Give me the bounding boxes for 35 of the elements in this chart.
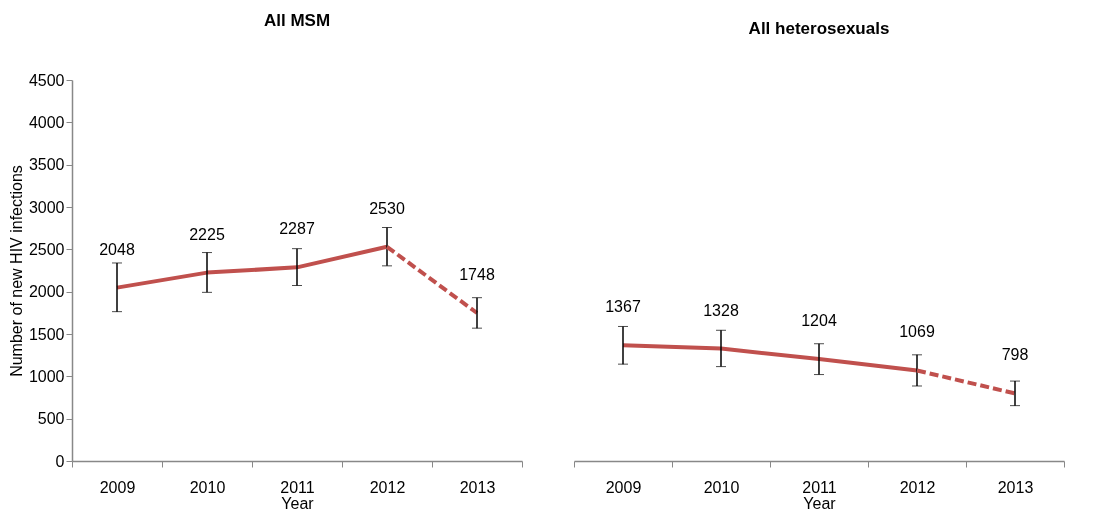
y-tick-label: 4000 — [28, 113, 65, 131]
x-tick-label: 2013 — [459, 478, 496, 496]
y-tick-label: 1000 — [28, 367, 65, 385]
x-tick-label: 2010 — [189, 478, 226, 496]
x-tick-label: 2012 — [899, 478, 936, 496]
y-axis-title: Number of new HIV infections — [7, 165, 25, 377]
y-tick-label: 0 — [55, 452, 65, 470]
x-axis-title: Year — [803, 494, 837, 512]
x-axis-title: Year — [281, 494, 315, 512]
data-label: 798 — [1001, 346, 1029, 364]
x-tick-label: 2013 — [997, 478, 1034, 496]
data-label: 2225 — [189, 225, 225, 243]
x-tick-label: 2009 — [99, 478, 136, 496]
x-tick-label: 2012 — [369, 478, 406, 496]
x-tick-label: 2011 — [802, 478, 837, 496]
y-tick-label: 4500 — [28, 71, 65, 89]
y-tick-label: 3000 — [28, 198, 65, 216]
x-tick-label: 2009 — [605, 478, 642, 496]
data-label: 1748 — [459, 266, 495, 283]
data-label: 1367 — [605, 298, 641, 316]
y-tick-label: 500 — [37, 410, 65, 428]
data-label: 2048 — [99, 240, 135, 258]
x-tick-label: 2010 — [703, 478, 740, 496]
chart-title: All heterosexuals — [748, 19, 890, 38]
data-label: 1204 — [801, 312, 837, 330]
x-tick-label: 2011 — [280, 478, 315, 496]
data-label: 2287 — [279, 220, 315, 238]
data-label: 1328 — [703, 301, 739, 319]
y-tick-label: 1500 — [28, 325, 65, 343]
chart-title: All MSM — [263, 11, 331, 30]
data-label: 2530 — [369, 199, 405, 217]
y-tick-label: 3500 — [28, 156, 65, 174]
y-tick-label: 2500 — [28, 240, 65, 258]
y-tick-label: 2000 — [28, 283, 65, 301]
data-label: 1069 — [899, 323, 935, 341]
